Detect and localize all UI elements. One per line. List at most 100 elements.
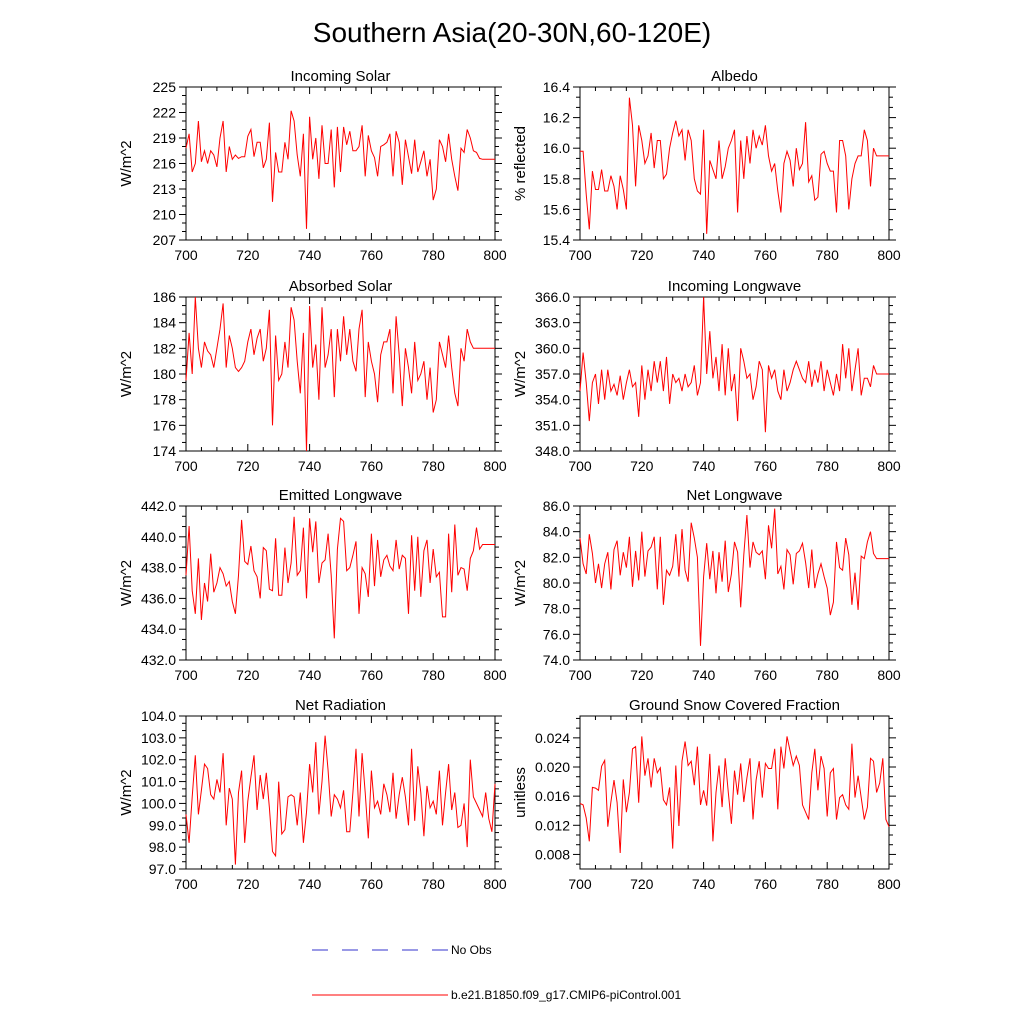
y-axis-label: W/m^2 — [118, 140, 135, 186]
y-tick-label: 225 — [153, 79, 177, 95]
x-tick-label: 720 — [630, 876, 654, 892]
x-tick-label: 740 — [298, 458, 322, 474]
y-tick-label: 357.0 — [535, 366, 570, 382]
x-tick-label: 780 — [422, 247, 446, 263]
panel-title: Albedo — [711, 68, 758, 85]
x-tick-label: 700 — [174, 247, 198, 263]
y-tick-label: 100.0 — [141, 795, 176, 811]
panel-title: Emitted Longwave — [279, 487, 402, 504]
legend-model-label: b.e21.B1850.f09_g17.CMIP6-piControl.001 — [451, 988, 681, 1002]
series-line — [185, 110, 495, 229]
plot-frame — [579, 505, 890, 661]
x-tick-label: 740 — [298, 667, 322, 683]
y-tick-label: 98.0 — [149, 839, 176, 855]
x-tick-label: 780 — [422, 458, 446, 474]
y-tick-label: 186 — [153, 289, 177, 305]
plot-frame — [185, 505, 496, 661]
x-tick-label: 740 — [692, 247, 716, 263]
x-tick-label: 760 — [360, 458, 384, 474]
y-tick-label: 216 — [153, 156, 177, 172]
y-tick-label: 213 — [153, 181, 177, 197]
x-tick-label: 780 — [816, 458, 840, 474]
x-tick-label: 800 — [483, 876, 507, 892]
y-tick-label: 351.0 — [535, 417, 570, 433]
series-line — [579, 296, 889, 433]
y-tick-label: 434.0 — [141, 621, 176, 637]
y-tick-label: 97.0 — [149, 861, 176, 877]
x-tick-label: 720 — [630, 458, 654, 474]
y-tick-label: 210 — [153, 207, 177, 223]
panel-1: Incoming Solar W/m^2 700 720 740 760 780 800 207… — [118, 68, 507, 263]
x-tick-label: 780 — [816, 667, 840, 683]
x-tick-label: 760 — [360, 876, 384, 892]
y-tick-label: 15.8 — [543, 171, 570, 187]
y-tick-label: 0.024 — [535, 730, 570, 746]
y-tick-label: 103.0 — [141, 730, 176, 746]
plot-frame — [579, 86, 890, 241]
x-tick-label: 720 — [236, 667, 260, 683]
y-tick-label: 436.0 — [141, 590, 176, 606]
y-tick-label: 348.0 — [535, 443, 570, 459]
y-tick-label: 176 — [153, 417, 177, 433]
x-tick-label: 700 — [568, 247, 592, 263]
panel-2: Albedo % reflected 700 720 740 760 780 800 15.4 1… — [512, 68, 901, 263]
x-tick-label: 700 — [568, 667, 592, 683]
y-axis-label: W/m^2 — [118, 351, 135, 397]
legend-no-obs-label: No Obs — [451, 943, 492, 957]
plot-frame — [185, 715, 496, 870]
y-tick-label: 16.2 — [543, 110, 570, 126]
x-tick-label: 720 — [630, 667, 654, 683]
x-tick-label: 800 — [877, 247, 901, 263]
figure-title: Southern Asia(20-30N,60-120E) — [313, 17, 711, 48]
panel-6: Net Longwave W/m^2 700 720 740 760 780 800 74.0 7… — [512, 487, 901, 683]
y-tick-label: 0.020 — [535, 759, 570, 775]
x-tick-label: 760 — [360, 667, 384, 683]
x-tick-label: 800 — [877, 876, 901, 892]
series-line — [579, 736, 890, 854]
y-tick-label: 354.0 — [535, 392, 570, 408]
x-tick-label: 800 — [483, 247, 507, 263]
x-tick-label: 720 — [630, 247, 654, 263]
y-tick-label: 184 — [153, 315, 177, 331]
y-axis-label: unitless — [512, 767, 529, 818]
y-tick-label: 363.0 — [535, 315, 570, 331]
x-tick-label: 760 — [360, 247, 384, 263]
y-tick-label: 0.008 — [535, 846, 570, 862]
x-tick-label: 780 — [816, 876, 840, 892]
y-tick-label: 207 — [153, 232, 177, 248]
x-tick-label: 740 — [692, 876, 716, 892]
series-line — [580, 97, 889, 234]
y-tick-label: 360.0 — [535, 340, 570, 356]
panel-7: Net Radiation W/m^2 700 720 740 760 780 800 97.0… — [118, 697, 507, 892]
plot-frame — [185, 86, 496, 241]
y-tick-label: 0.016 — [535, 788, 570, 804]
series-line — [185, 735, 496, 865]
x-tick-label: 740 — [298, 247, 322, 263]
y-tick-label: 442.0 — [141, 498, 176, 514]
panel-title: Net Longwave — [687, 487, 783, 504]
x-tick-label: 700 — [568, 458, 592, 474]
y-tick-label: 80.0 — [543, 575, 570, 591]
y-tick-label: 222 — [153, 105, 177, 121]
x-tick-label: 740 — [692, 458, 716, 474]
panel-title: Net Radiation — [295, 697, 386, 714]
x-tick-label: 800 — [877, 667, 901, 683]
y-tick-label: 432.0 — [141, 652, 176, 668]
panel-title: Incoming Solar — [290, 68, 390, 85]
x-tick-label: 760 — [754, 247, 778, 263]
y-axis-label: W/m^2 — [118, 769, 135, 815]
x-tick-label: 700 — [174, 458, 198, 474]
x-tick-label: 740 — [692, 667, 716, 683]
x-tick-label: 700 — [174, 876, 198, 892]
x-tick-label: 780 — [422, 667, 446, 683]
plot-frame — [185, 296, 496, 452]
y-tick-label: 99.0 — [149, 817, 176, 833]
y-tick-label: 174 — [153, 443, 177, 459]
y-tick-label: 180 — [153, 366, 177, 382]
y-tick-label: 102.0 — [141, 752, 176, 768]
y-axis-label: W/m^2 — [118, 560, 135, 606]
x-tick-label: 720 — [236, 247, 260, 263]
x-tick-label: 700 — [174, 667, 198, 683]
x-tick-label: 720 — [236, 876, 260, 892]
y-axis-label: W/m^2 — [512, 351, 529, 397]
